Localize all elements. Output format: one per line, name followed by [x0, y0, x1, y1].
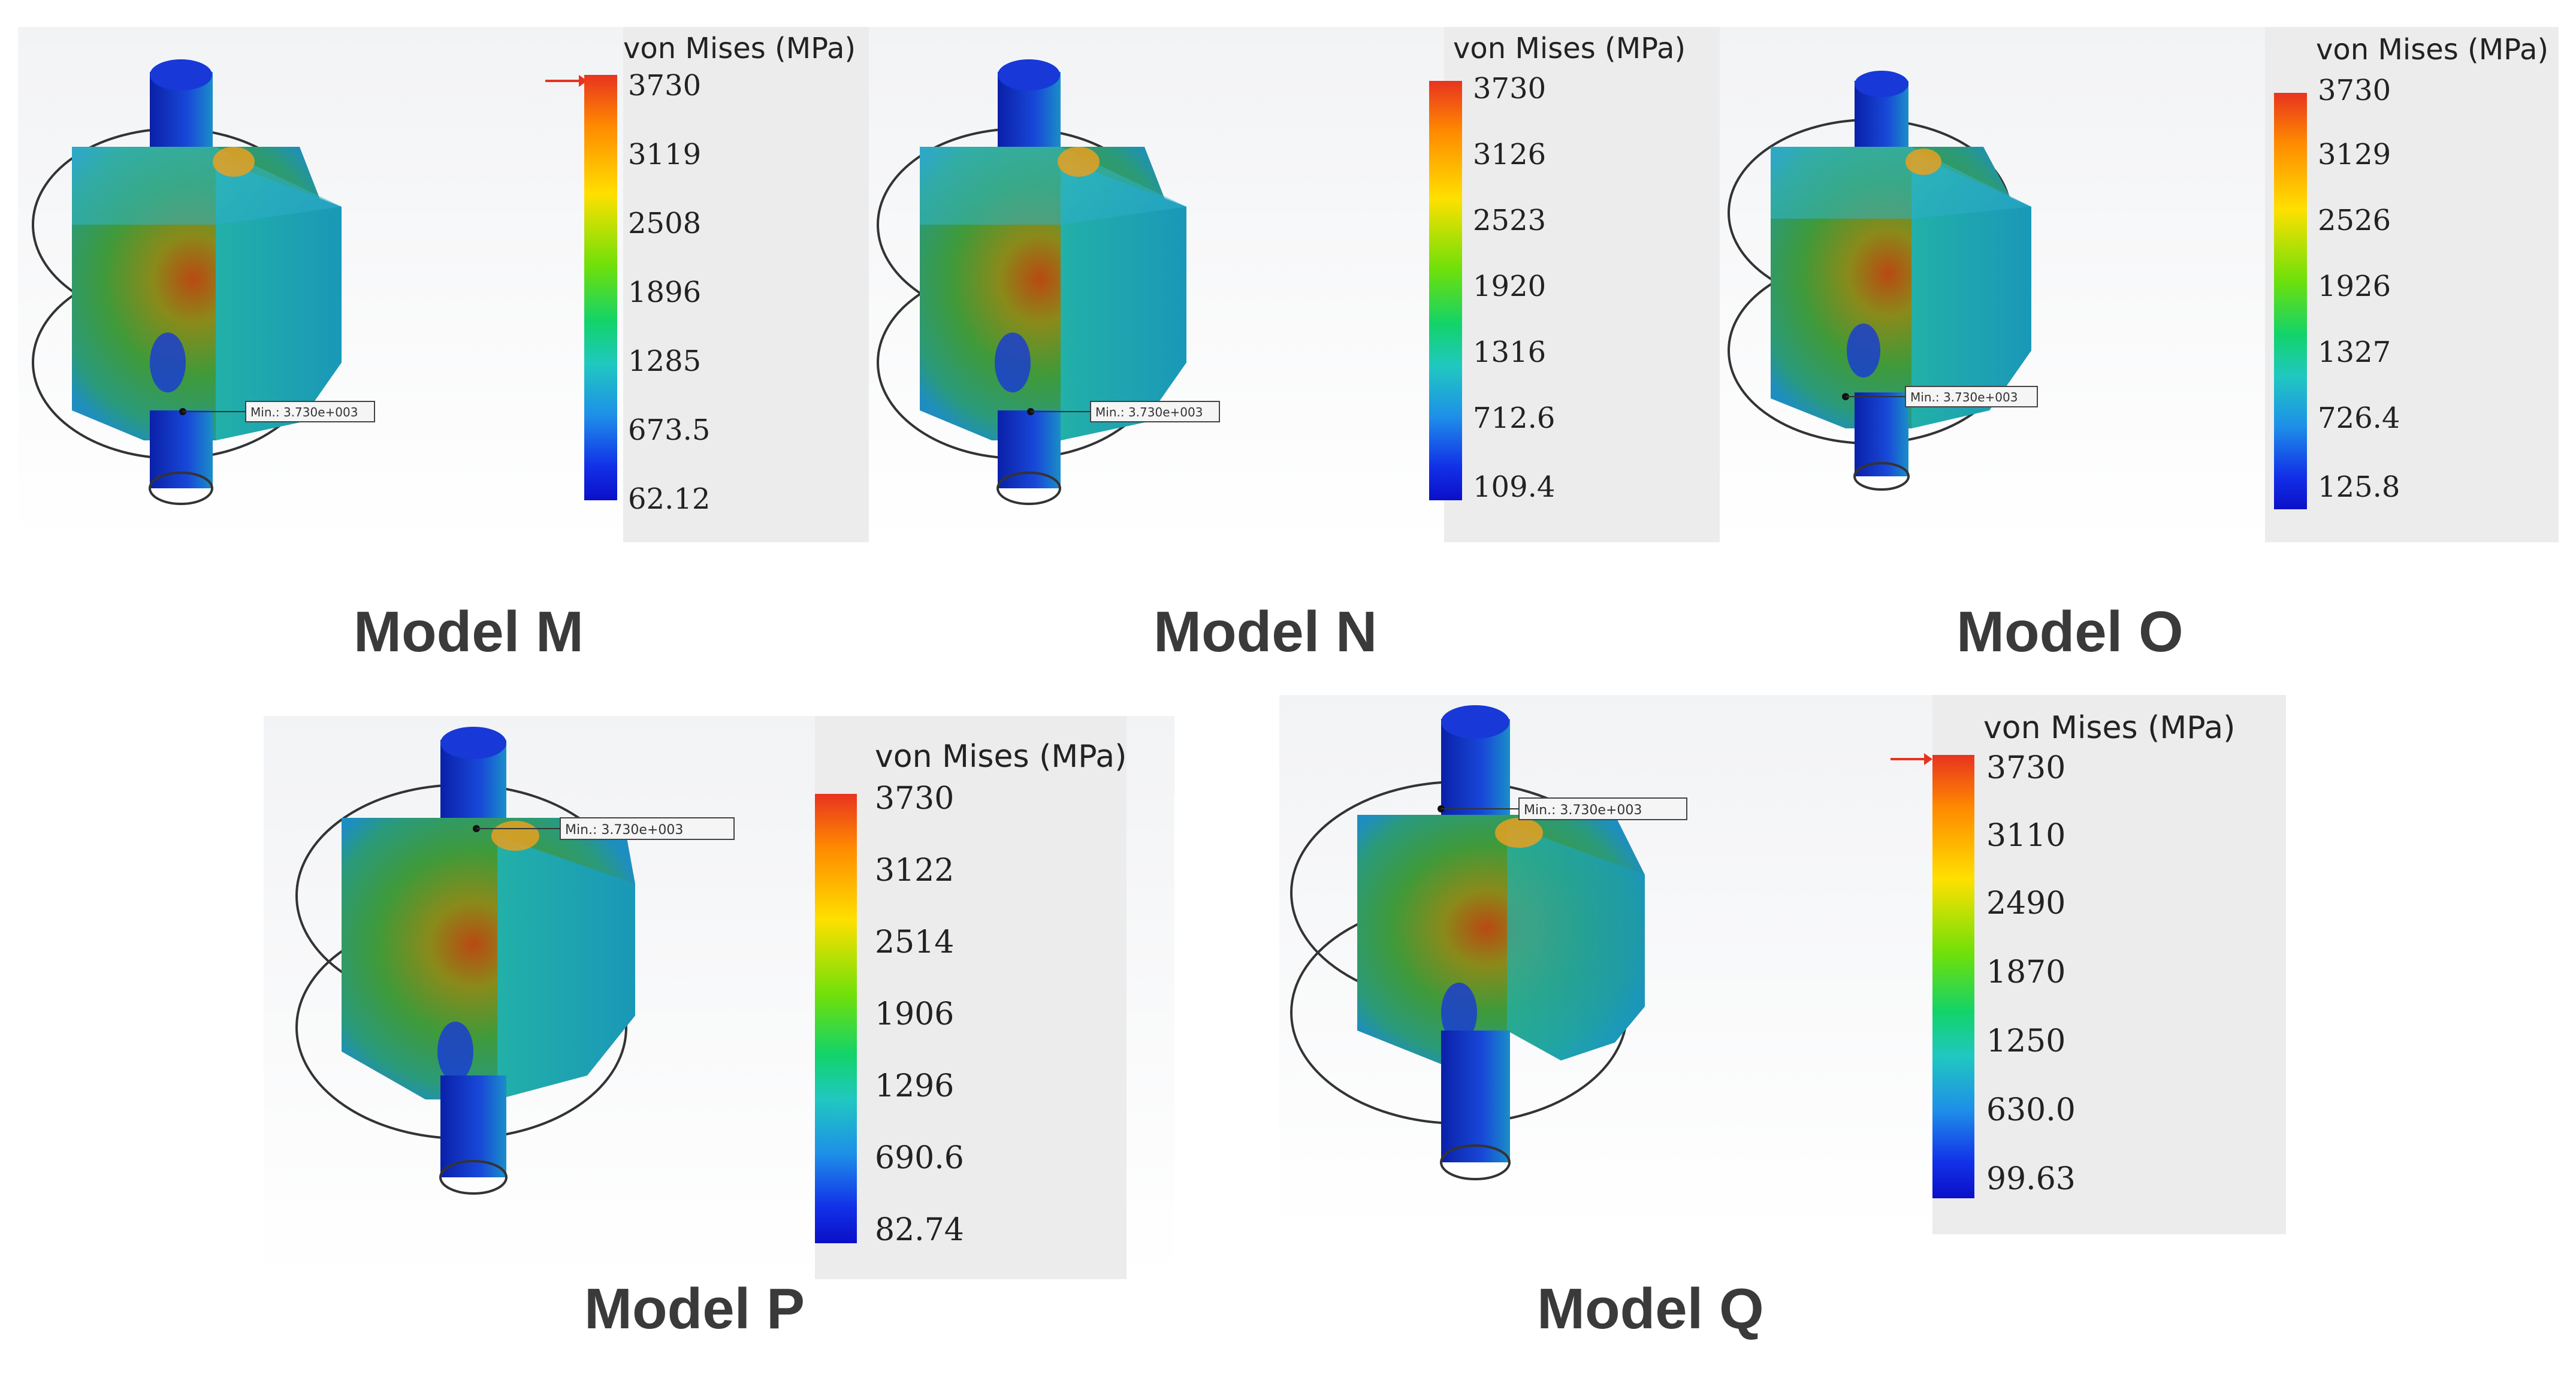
max-arrow-icon	[545, 75, 587, 87]
legend-title: von Mises (MPa)	[1453, 32, 1686, 65]
legend-title: von Mises (MPa)	[1983, 710, 2236, 746]
colorbar	[815, 794, 857, 1243]
min-label: Min.: 3.730e+003	[565, 823, 683, 838]
tick-label: 2514	[875, 924, 955, 960]
caption-model-n: Model N	[1153, 600, 1378, 664]
fea-model-render: Min.: 3.730e+003	[877, 59, 1220, 505]
caption-model-q: Model Q	[1537, 1277, 1764, 1341]
fea-model-render: Min.: 3.730e+003	[1728, 71, 2038, 491]
panel-model-n: Min.: 3.730e+003 von Mises (MPa) 3730 31…	[869, 27, 1720, 542]
tick-label: 125.8	[2318, 470, 2400, 504]
tick-label: 1285	[628, 345, 702, 378]
panel-model-m: Min.: 3.730e+003 von Mises (MPa) 3730 31…	[18, 27, 869, 542]
tick-label: 1906	[875, 996, 955, 1032]
tick-label: 1870	[1986, 954, 2066, 990]
colorbar	[584, 75, 617, 500]
tick-label: 673.5	[628, 413, 711, 447]
tick-label: 3730	[628, 69, 702, 102]
tick-label: 2526	[2318, 204, 2391, 237]
colorbar	[1932, 755, 1974, 1198]
tick-label: 3122	[875, 853, 955, 889]
tick-label: 1250	[1986, 1023, 2066, 1059]
caption-model-o: Model O	[1956, 600, 2184, 664]
tick-label: 3119	[628, 138, 702, 171]
min-label: Min.: 3.730e+003	[1524, 803, 1642, 818]
min-label: Min.: 3.730e+003	[250, 405, 358, 419]
caption-model-m: Model M	[354, 600, 584, 664]
tick-label: 62.12	[628, 482, 711, 516]
min-label: Min.: 3.730e+003	[1910, 390, 2018, 404]
colorbar	[1429, 81, 1462, 500]
tick-label: 1920	[1473, 270, 1547, 303]
tick-label: 2508	[628, 207, 702, 240]
tick-label: 1926	[2318, 270, 2391, 303]
tick-label: 3730	[1986, 750, 2066, 786]
tick-label: 1296	[875, 1068, 955, 1104]
panel-model-p: Min.: 3.730e+003 von Mises (MPa) 3730 31…	[264, 716, 1174, 1279]
panel-model-q: Min.: 3.730e+003 von Mises (MPa) 3730 31…	[1279, 695, 2286, 1234]
tick-label: 2490	[1986, 886, 2066, 921]
min-label: Min.: 3.730e+003	[1095, 405, 1203, 419]
tick-label: 712.6	[1473, 401, 1556, 435]
fea-model-render: Min.: 3.730e+003	[32, 59, 375, 505]
tick-label: 99.63	[1986, 1161, 2076, 1197]
colorbar	[2274, 93, 2307, 509]
fea-model-render: Min.: 3.730e+003	[1290, 705, 1687, 1180]
tick-label: 82.74	[875, 1212, 964, 1248]
legend-title: von Mises (MPa)	[623, 32, 856, 65]
tick-label: 109.4	[1473, 470, 1556, 504]
tick-label: 630.0	[1986, 1092, 2076, 1128]
caption-model-p: Model P	[584, 1277, 805, 1341]
fea-model-render: Min.: 3.730e+003	[295, 727, 735, 1195]
legend-title: von Mises (MPa)	[875, 739, 1127, 775]
tick-label: 726.4	[2318, 401, 2400, 435]
panel-model-o: Min.: 3.730e+003 von Mises (MPa) 3730 31…	[1720, 27, 2559, 542]
tick-label: 1327	[2318, 336, 2391, 369]
tick-label: 3730	[2318, 74, 2391, 107]
tick-label: 1896	[628, 276, 702, 309]
tick-label: 3110	[1986, 818, 2066, 854]
legend-title: von Mises (MPa)	[2316, 33, 2549, 67]
tick-label: 3129	[2318, 138, 2391, 171]
tick-label: 3730	[875, 781, 955, 817]
tick-label: 1316	[1473, 336, 1547, 369]
tick-label: 3730	[1473, 72, 1547, 105]
tick-label: 2523	[1473, 204, 1547, 237]
tick-label: 690.6	[875, 1140, 964, 1176]
tick-label: 3126	[1473, 138, 1547, 171]
max-arrow-icon	[1891, 753, 1932, 765]
